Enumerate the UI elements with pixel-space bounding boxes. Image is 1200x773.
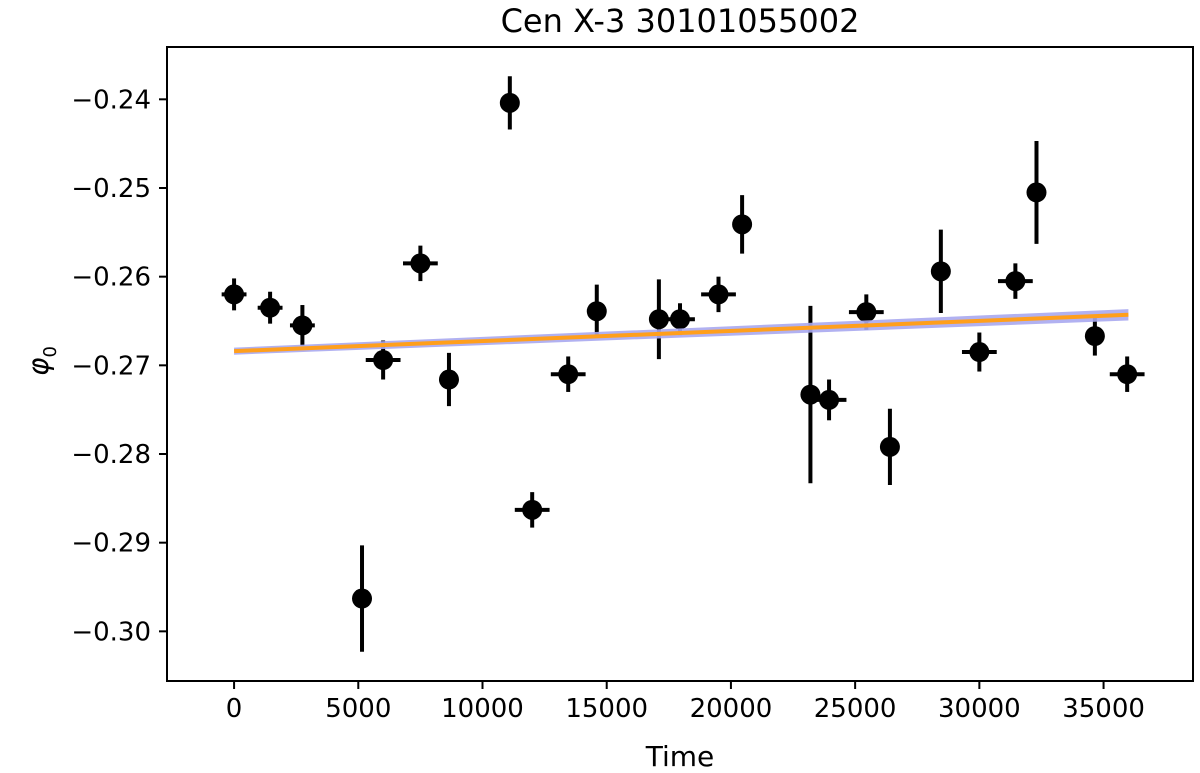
data-point bbox=[438, 352, 459, 407]
x-tick-label: 25000 bbox=[814, 694, 897, 724]
data-point bbox=[403, 245, 438, 282]
data-point bbox=[879, 408, 900, 486]
data-point bbox=[1026, 140, 1047, 244]
plot-frame bbox=[166, 46, 1194, 682]
x-tick-label: 35000 bbox=[1062, 694, 1145, 724]
y-tick-label: −0.25 bbox=[71, 174, 151, 204]
data-point bbox=[811, 379, 847, 421]
data-marker bbox=[499, 92, 520, 113]
y-tick-label: −0.30 bbox=[71, 617, 151, 647]
data-marker bbox=[819, 389, 840, 410]
y-axis-title: φ0 bbox=[22, 346, 61, 376]
data-marker bbox=[856, 302, 877, 323]
data-point bbox=[648, 279, 669, 360]
x-tick-label: 5000 bbox=[325, 694, 391, 724]
data-point bbox=[352, 545, 373, 652]
x-tick-label: 20000 bbox=[690, 694, 773, 724]
data-marker bbox=[438, 369, 459, 390]
x-tick-label: 15000 bbox=[565, 694, 648, 724]
data-marker bbox=[1005, 271, 1026, 292]
y-axis: −0.24 −0.25 −0.26 −0.27 −0.28 −0.29 −0.30 bbox=[71, 85, 167, 647]
y-tick-label: −0.29 bbox=[71, 529, 151, 559]
y-tick-label: −0.26 bbox=[71, 263, 151, 293]
data-marker bbox=[879, 436, 900, 457]
data-point bbox=[1109, 356, 1145, 392]
data-point bbox=[732, 195, 753, 254]
data-marker bbox=[373, 350, 394, 371]
data-marker bbox=[1084, 326, 1105, 347]
data-marker bbox=[558, 364, 579, 385]
data-point bbox=[514, 492, 550, 528]
data-marker bbox=[1026, 182, 1047, 203]
data-point bbox=[1084, 316, 1105, 356]
plot-area bbox=[221, 76, 1145, 652]
data-point bbox=[499, 76, 520, 130]
data-marker bbox=[522, 499, 543, 520]
data-point bbox=[221, 278, 247, 311]
data-marker bbox=[410, 253, 431, 274]
data-marker bbox=[224, 284, 245, 305]
y-tick-label: −0.28 bbox=[71, 440, 151, 470]
y-tick-label: −0.27 bbox=[71, 351, 151, 381]
y-tick-label: −0.24 bbox=[71, 85, 151, 115]
data-point bbox=[586, 284, 607, 338]
data-marker bbox=[352, 588, 373, 609]
data-marker bbox=[260, 297, 281, 318]
data-marker bbox=[969, 342, 990, 363]
fit-line bbox=[233, 312, 1129, 354]
data-marker bbox=[1117, 364, 1138, 385]
chart-title: Cen X-3 30101055002 bbox=[501, 2, 860, 40]
data-point bbox=[550, 356, 586, 392]
data-marker bbox=[648, 309, 669, 330]
x-tick-label: 30000 bbox=[938, 694, 1021, 724]
y-axis-title-symbol: φ bbox=[22, 357, 55, 376]
y-axis-title-subscript: 0 bbox=[40, 346, 61, 357]
data-marker bbox=[586, 301, 607, 322]
data-point bbox=[289, 305, 315, 346]
data-point bbox=[930, 229, 951, 314]
data-point bbox=[997, 263, 1033, 299]
x-axis: 0 5000 10000 15000 20000 25000 30000 35000 bbox=[226, 681, 1145, 724]
data-marker bbox=[930, 261, 951, 282]
data-marker bbox=[708, 284, 729, 305]
data-point bbox=[257, 291, 283, 324]
data-point bbox=[961, 332, 997, 372]
x-axis-title: Time bbox=[645, 740, 715, 773]
x-tick-label: 0 bbox=[226, 694, 243, 724]
data-marker bbox=[732, 214, 753, 235]
x-tick-label: 10000 bbox=[441, 694, 524, 724]
data-marker bbox=[292, 315, 313, 336]
data-point bbox=[701, 276, 736, 313]
data-marker bbox=[670, 309, 690, 330]
